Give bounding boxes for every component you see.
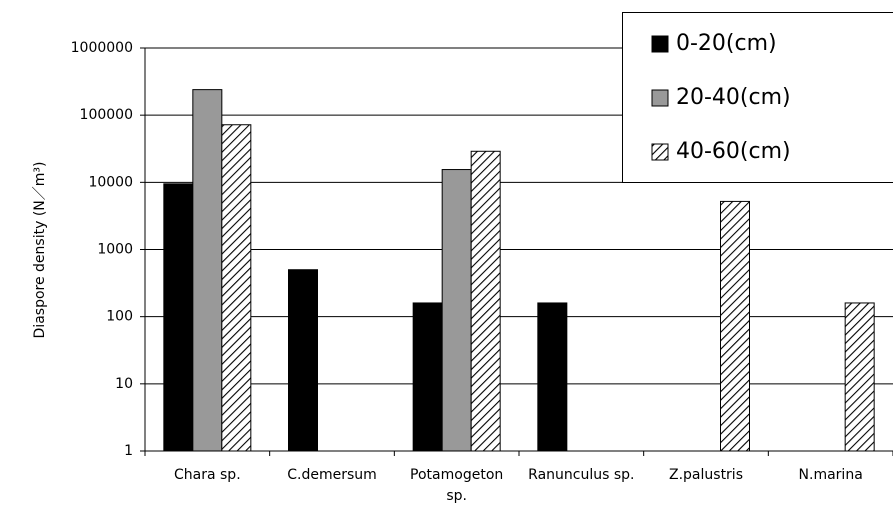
y-axis-label: Diaspore density (N／m³) (32, 162, 48, 339)
x-tick-label: Z.palustris (669, 467, 743, 483)
legend-swatch (651, 89, 669, 107)
y-tick-label: 10000 (88, 174, 133, 190)
y-tick-label: 1000 (97, 242, 133, 258)
bar (720, 200, 750, 452)
bar (537, 302, 568, 452)
x-tick-label: Ranunculus sp. (528, 467, 635, 483)
legend-swatch (651, 143, 669, 161)
bar (288, 269, 318, 452)
y-tick-label: 1000000 (71, 40, 133, 56)
legend-label: 40-60(cm) (676, 139, 791, 164)
y-tick-label: 10 (115, 376, 133, 392)
bar (844, 302, 875, 452)
legend-swatch (651, 35, 669, 53)
bar (221, 124, 252, 452)
legend-label: 20-40(cm) (676, 85, 791, 110)
bar (470, 150, 501, 452)
x-tick-label: N.marina (798, 467, 863, 483)
x-tick-label: C.demersum (287, 467, 377, 483)
y-tick-label: 1 (124, 443, 133, 459)
x-tick-label: Potamogeton sp. (410, 467, 504, 504)
bar (192, 89, 223, 452)
y-tick-label: 100000 (80, 107, 133, 123)
bar (412, 302, 443, 452)
y-tick-label: 100 (106, 309, 133, 325)
x-tick-label: Chara sp. (174, 467, 241, 483)
bar (163, 183, 194, 452)
legend-label: 0-20(cm) (676, 31, 777, 56)
bar (441, 169, 472, 452)
